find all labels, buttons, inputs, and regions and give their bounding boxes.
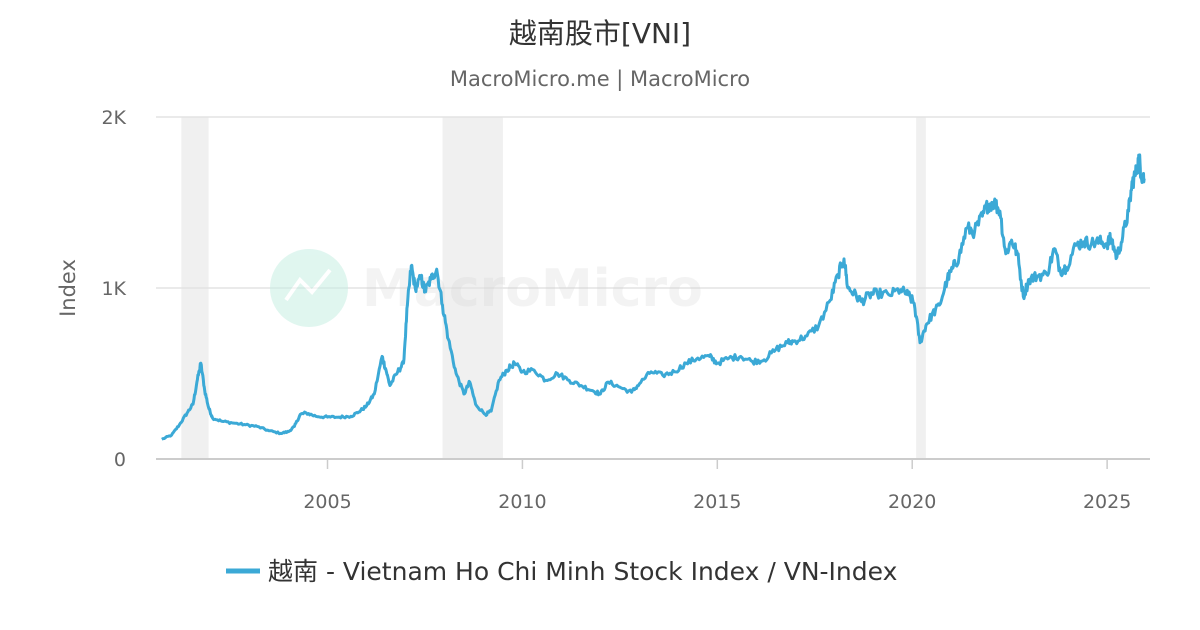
- x-tick-label: 2025: [1083, 491, 1131, 513]
- series-layer: [161, 153, 1146, 441]
- x-tick-label: 2010: [498, 491, 546, 513]
- y-tick-label: 2K: [101, 107, 126, 129]
- x-tick-label: 2015: [693, 491, 741, 513]
- x-tick-label: 2005: [303, 491, 351, 513]
- legend[interactable]: 越南 - Vietnam Ho Chi Minh Stock Index / V…: [226, 557, 897, 586]
- chart-subtitle: MacroMicro.me | MacroMicro: [450, 67, 750, 92]
- y-tick-label: 0: [114, 449, 126, 471]
- watermark-logo-line-icon: [284, 268, 332, 302]
- legend-label[interactable]: 越南 - Vietnam Ho Chi Minh Stock Index / V…: [268, 557, 897, 586]
- x-axis: 2005 2010 2015 2020 2025: [303, 459, 1131, 513]
- y-axis: 0 1K 2K: [101, 107, 126, 471]
- series-line-0: [161, 153, 1146, 441]
- chart-title: 越南股市[VNI]: [509, 17, 691, 50]
- watermark: MacroMicro: [270, 249, 703, 327]
- x-tick-label: 2020: [888, 491, 936, 513]
- y-tick-label: 1K: [101, 278, 126, 300]
- y-axis-title: Index: [56, 259, 80, 317]
- watermark-text: MacroMicro: [362, 259, 703, 319]
